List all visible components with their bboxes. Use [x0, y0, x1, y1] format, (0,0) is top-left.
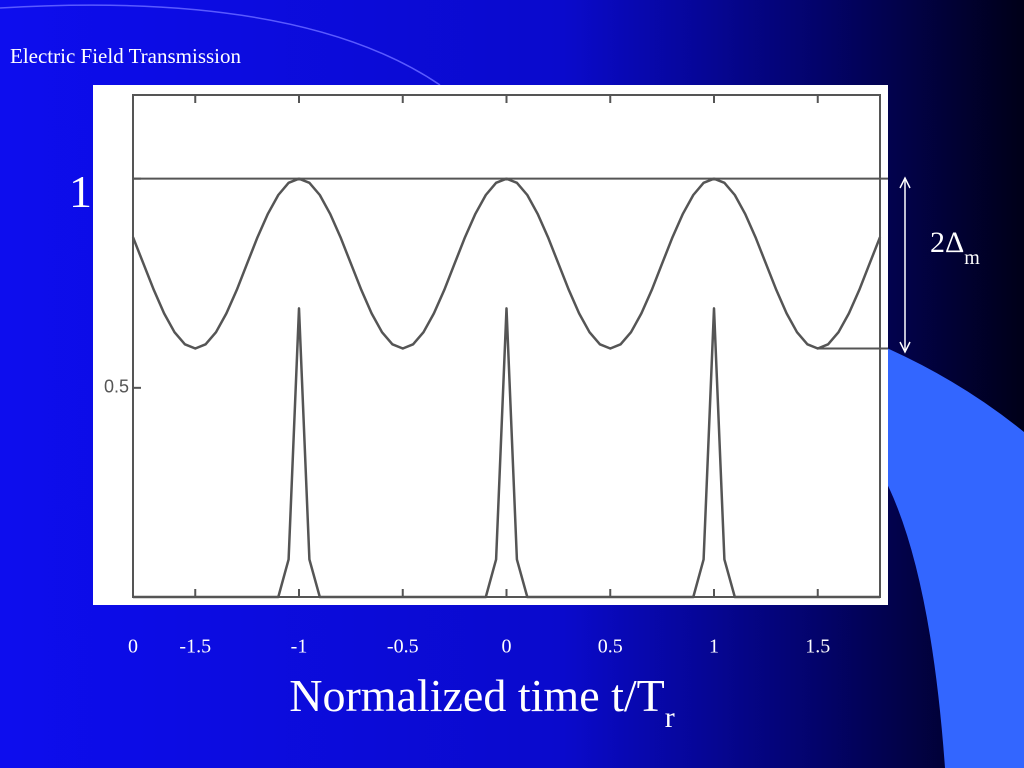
- data-line: [133, 307, 880, 599]
- x-label-text: Normalized time t/T: [289, 670, 665, 721]
- x-label-subscript: r: [665, 701, 675, 734]
- x-tick-label: -1.5: [179, 636, 211, 658]
- decor-arc: [0, 4, 441, 86]
- plot-image: [93, 85, 888, 605]
- x-tick-label: -1: [291, 636, 308, 658]
- x-tick-label: 1: [709, 636, 719, 658]
- data-line: [131, 177, 882, 350]
- x-tick-label: -0.5: [387, 636, 419, 658]
- annotation-text: 2Δ: [930, 226, 964, 259]
- y-tick-label: 1: [69, 166, 92, 217]
- x-tick-label: 0.5: [598, 636, 623, 658]
- x-tick-label: 0: [128, 636, 138, 658]
- y-tick-label: 0.5: [104, 377, 129, 397]
- x-tick-label: 1.5: [805, 636, 830, 658]
- x-axis-label: Normalized time t/Tr: [289, 670, 675, 734]
- arrow-heads: [899, 176, 911, 354]
- decor-shape: [880, 345, 1024, 768]
- x-tick-label: 0: [502, 636, 512, 658]
- annotation-subscript: m: [964, 247, 980, 269]
- slide-title: Electric Field Transmission: [10, 44, 242, 68]
- annotation: 2Δm: [930, 226, 980, 269]
